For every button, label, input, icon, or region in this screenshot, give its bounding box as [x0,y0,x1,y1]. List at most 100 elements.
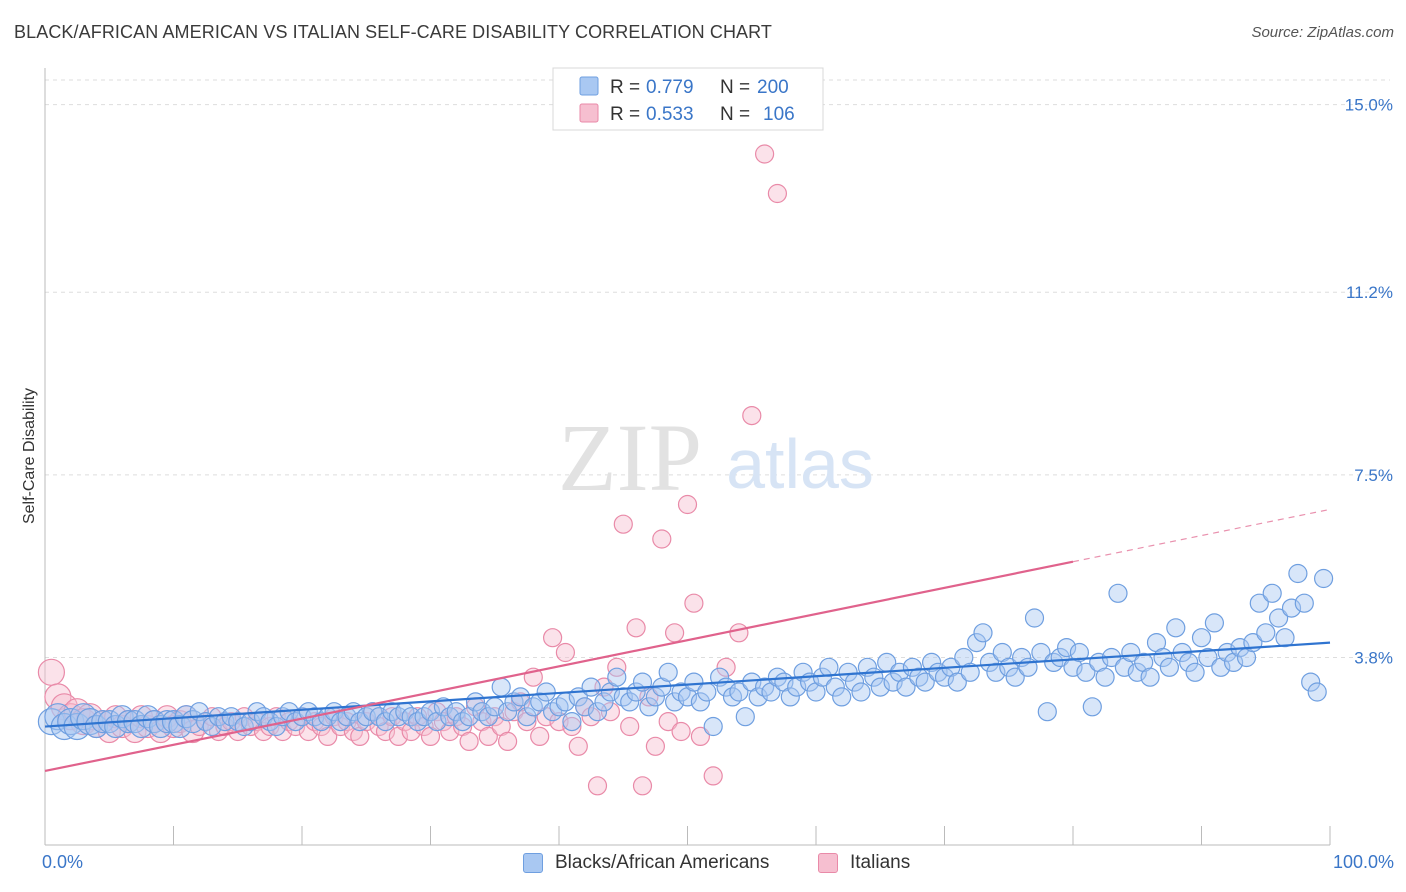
blacks-point-161 [1076,662,1096,682]
blacks-point-171 [1140,667,1160,687]
bottom-legend: Blacks/African Americans Italians [0,850,1406,880]
blacks-point-133 [896,677,916,697]
blacks-point-94 [645,687,666,707]
blacks-point-136 [915,672,935,692]
legend-label-blacks: Blacks/African Americans [555,852,770,873]
y-tick-labels: 3.8% 7.5% 11.2% 15.0% [1345,96,1393,668]
blacks-point-179 [1191,628,1212,648]
italians-point-85 [587,776,608,796]
legend-r-value-1: 0.533 [646,104,694,125]
italians-trend-line [44,560,1074,773]
italians-point-96 [658,711,678,732]
blacks-point-48 [350,711,370,732]
blacks-point-93 [639,697,659,717]
blacks-point-175 [1166,618,1186,638]
blacks-point-71 [498,702,518,722]
blacks-point-58 [414,707,434,727]
blacks-point-143 [960,662,980,682]
blacks-point-88 [607,667,627,687]
legend-r-value-0: 0.779 [646,77,694,98]
y-tick-label-1: 7.5% [1354,466,1393,485]
italians-point-89 [613,514,633,534]
blacks-point-141 [947,672,967,692]
blacks-point-190 [1262,583,1282,603]
italians-point-95 [652,529,672,549]
blacks-point-155 [1037,702,1057,722]
italians-point-76 [530,726,550,747]
legend-item-italians[interactable]: Italians [818,852,910,874]
y-tick-label-2: 11.2% [1346,283,1393,302]
blacks-point-67 [472,702,492,722]
italians-point-107 [767,183,788,204]
italians-point-92 [632,776,653,796]
blacks-point-101 [690,692,711,712]
blacks-point-164 [1095,667,1115,687]
italians-point-105 [742,406,762,426]
blacks-point-146 [979,652,1000,673]
blacks-point-77 [536,682,556,702]
blacks-point-145 [973,623,993,643]
blacks-point-196 [1301,672,1321,692]
blacks-point-100 [684,672,704,692]
blacks-point-144 [966,632,987,653]
blacks-point-70 [491,677,511,697]
blacks-point-121 [819,657,839,677]
blacks-point-64 [453,711,473,732]
blacks-point-18 [155,709,179,734]
blacks-point-102 [697,682,717,702]
legend-item-blacks[interactable]: Blacks/African Americans [523,852,769,874]
watermark-zip: ZIP [558,404,702,511]
x-tick-min: 0.0% [42,852,84,872]
blacks-point-68 [478,707,498,727]
blacks-point-86 [594,692,614,712]
blacks-point-198 [1313,568,1334,589]
correlation-legend: R = 0.779 N = 200 R = 0.533 N = 106 [552,67,824,131]
blacks-point-194 [1288,563,1308,584]
blacks-point-83 [575,697,595,717]
grid-lines [45,79,1390,658]
italians-point-104 [729,623,749,643]
italians-point-99 [677,494,698,515]
legend-r-label-0: R = [610,77,640,98]
blacks-point-189 [1256,623,1276,643]
legend-r-label-1: R = [610,104,640,125]
blacks-point-129 [870,677,890,697]
blacks-point-103 [703,716,723,737]
italians-point-0 [37,658,66,686]
italians-point-82 [568,736,588,756]
blacks-point-81 [562,711,582,732]
blacks-point-90 [620,692,640,712]
source-label: Source: ZipAtlas.com [1251,24,1394,41]
blacks-point-96 [658,662,678,682]
blacks-trend-line [44,641,1331,728]
blacks-point-126 [851,682,871,702]
italians-point-103 [716,657,736,677]
blacks-point-76 [530,692,550,712]
italians-point-100 [684,593,704,613]
blacks-point-178 [1185,662,1205,682]
blacks-point-25 [202,716,222,737]
blacks-point-107 [729,682,749,702]
y-tick-label-0: 3.8% [1354,648,1393,667]
blacks-point-195 [1294,593,1314,613]
blacks-point-169 [1127,662,1147,682]
italians-point-90 [620,716,640,737]
italians-point-88 [607,657,627,677]
blacks-point-192 [1275,628,1295,648]
italians-point-49 [356,711,376,732]
blacks-point-156 [1044,652,1064,673]
trend-lines [44,508,1331,773]
italians-point-106 [754,144,775,164]
watermark: ZIP atlas [558,404,874,511]
blacks-point-134 [902,657,923,677]
blacks-point-150 [1005,667,1025,687]
legend-label-italians: Italians [850,852,911,873]
blacks-point-197 [1307,682,1327,702]
blacks-point-158 [1056,637,1077,658]
blacks-point-181 [1204,613,1225,633]
blacks-point-28 [221,707,241,727]
blacks-point-123 [832,687,852,707]
x-tick-max: 100.0% [1332,852,1394,872]
blacks-point-84 [581,677,601,697]
